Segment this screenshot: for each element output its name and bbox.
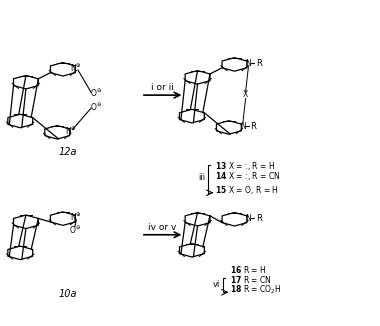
Text: $\mathbf{17}$ R = CN: $\mathbf{17}$ R = CN (230, 274, 271, 285)
Text: $\mathbf{13}$ X = :, R = H: $\mathbf{13}$ X = :, R = H (215, 160, 275, 172)
Text: N$^{\oplus}$: N$^{\oplus}$ (70, 63, 82, 74)
Text: N: N (245, 59, 251, 68)
Text: iv or v: iv or v (148, 223, 177, 232)
Text: O$^{\ominus}$: O$^{\ominus}$ (90, 88, 102, 99)
Text: vi: vi (213, 280, 220, 289)
Text: N: N (240, 122, 246, 131)
Text: $\mathbf{16}$ R = H: $\mathbf{16}$ R = H (230, 264, 266, 275)
Text: 10a: 10a (58, 289, 77, 299)
Text: N$^{\oplus}$: N$^{\oplus}$ (70, 212, 82, 223)
Text: iii: iii (198, 173, 205, 182)
Text: $\mathbf{15}$ X = O, R = H: $\mathbf{15}$ X = O, R = H (215, 184, 279, 196)
Text: X: X (243, 90, 248, 99)
Text: R: R (250, 122, 256, 131)
Text: $\mathbf{18}$ R = CO$_2$H: $\mathbf{18}$ R = CO$_2$H (230, 283, 281, 296)
Text: $\mathbf{14}$ X = :, R = CN: $\mathbf{14}$ X = :, R = CN (215, 170, 280, 182)
Text: O$^{\ominus}$: O$^{\ominus}$ (69, 224, 81, 235)
Text: 12a: 12a (58, 147, 77, 157)
Text: R: R (256, 214, 262, 223)
Text: N: N (245, 214, 251, 223)
Text: N$^{\oplus}$: N$^{\oplus}$ (65, 126, 76, 137)
Text: i or ii: i or ii (151, 82, 174, 92)
Text: R: R (256, 59, 262, 68)
Text: O$^{\ominus}$: O$^{\ominus}$ (90, 101, 102, 113)
